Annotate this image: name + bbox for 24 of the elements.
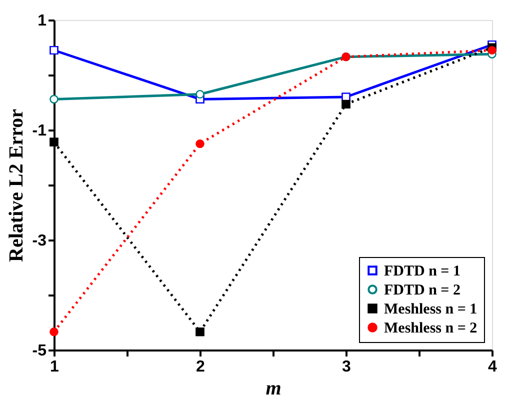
point [50, 94, 58, 104]
legend-label: FDTD n = 2 [384, 282, 460, 298]
point [488, 46, 496, 55]
x-axis-title: m [266, 378, 282, 400]
y-tick-label: -3 [32, 232, 47, 250]
point [50, 328, 58, 336]
x-tick-label: 2 [196, 358, 206, 376]
x-tick-label: 4 [488, 358, 498, 376]
legend-label: FDTD n = 1 [384, 264, 460, 280]
y-axis-title: Relative L2 Error [5, 108, 28, 262]
x-tick-label: 3 [342, 358, 352, 376]
point [196, 328, 204, 336]
legend-label: Meshless n = 2 [384, 320, 478, 336]
x-tick-label: 1 [50, 358, 60, 376]
y-tick-label: 1 [38, 12, 47, 30]
point [50, 138, 58, 146]
legend-label: Meshless n = 1 [384, 302, 478, 318]
point [342, 92, 350, 102]
point [50, 46, 58, 55]
point [196, 90, 204, 99]
point [196, 139, 204, 148]
y-tick-label: -5 [32, 342, 47, 360]
y-tick-label: -1 [32, 122, 47, 140]
point [342, 100, 350, 108]
